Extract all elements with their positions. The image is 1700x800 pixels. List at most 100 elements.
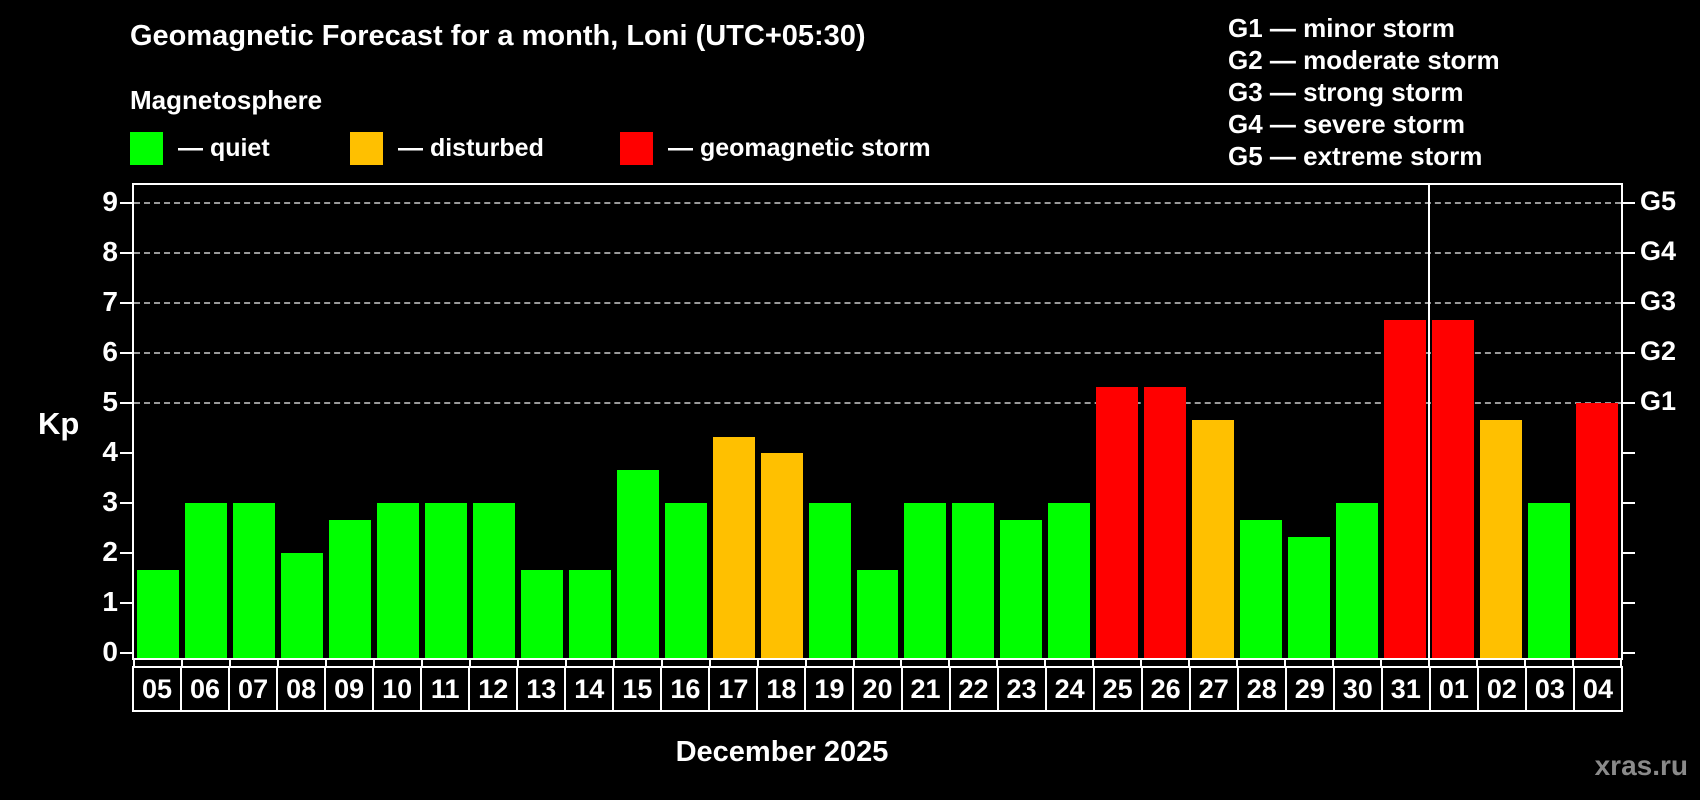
- left-tick-kp-7: [120, 302, 132, 304]
- right-tick-kp-1: [1623, 602, 1635, 604]
- bottom-tick-20: [1092, 660, 1095, 668]
- legend-item-quiet: — quiet: [130, 132, 270, 165]
- bottom-tick-26: [1380, 660, 1383, 668]
- date-label-26: 26: [1140, 666, 1191, 712]
- x-axis-title: December 2025: [675, 736, 889, 768]
- bottom-tick-23: [1236, 660, 1239, 668]
- right-tick-kp-9: [1623, 202, 1635, 204]
- legend-label-disturbed: — disturbed: [398, 134, 544, 162]
- date-label-03: 03: [1524, 666, 1575, 712]
- bar-19: [808, 503, 851, 658]
- right-tick-kp-5: [1623, 402, 1635, 404]
- storm-scale-line-3: G3 — strong storm: [1228, 77, 1464, 107]
- right-tick-kp-3: [1623, 502, 1635, 504]
- right-tick-kp-6: [1623, 352, 1635, 354]
- bottom-tick-18: [996, 660, 999, 668]
- bar-04: [1576, 403, 1618, 658]
- bottom-tick-17: [948, 660, 951, 668]
- date-label-16: 16: [660, 666, 711, 712]
- date-label-01: 01: [1428, 666, 1479, 712]
- left-tick-kp-1: [120, 602, 132, 604]
- watermark: xras.ru: [1594, 750, 1688, 781]
- bar-06: [184, 503, 227, 658]
- date-label-21: 21: [900, 666, 951, 712]
- left-tick-kp-4: [120, 452, 132, 454]
- bottom-tick-13: [756, 660, 759, 668]
- bottom-tick-24: [1284, 660, 1287, 668]
- y-axis-label-8: 8: [102, 236, 118, 267]
- gridline-kp-7: [134, 302, 1621, 304]
- y-axis-label-3: 3: [102, 486, 118, 517]
- bottom-tick-4: [324, 660, 327, 668]
- left-tick-kp-9: [120, 202, 132, 204]
- date-label-10: 10: [372, 666, 423, 712]
- right-axis-label-G2: G2: [1640, 336, 1677, 366]
- storm-scale-line-5: G5 — extreme storm: [1228, 141, 1483, 171]
- date-label-12: 12: [468, 666, 519, 712]
- bottom-tick-1: [180, 660, 183, 668]
- bar-17: [712, 436, 755, 658]
- left-tick-kp-5: [120, 402, 132, 404]
- bar-15: [616, 469, 659, 658]
- storm-color-swatch: [620, 132, 653, 165]
- legend-item-disturbed: — disturbed: [350, 132, 544, 165]
- y-axis-label-0: 0: [102, 636, 118, 667]
- bottom-tick-3: [276, 660, 279, 668]
- right-tick-kp-8: [1623, 252, 1635, 254]
- bar-16: [664, 503, 707, 658]
- right-axis-label-G4: G4: [1640, 236, 1677, 266]
- date-label-05: 05: [132, 666, 183, 712]
- legend-item-storm: — geomagnetic storm: [620, 132, 931, 165]
- bottom-tick-30: [1572, 660, 1575, 668]
- bottom-tick-9: [564, 660, 567, 668]
- date-label-25: 25: [1092, 666, 1143, 712]
- left-tick-kp-3: [120, 502, 132, 504]
- date-label-24: 24: [1044, 666, 1095, 712]
- bar-08: [280, 553, 323, 658]
- date-label-07: 07: [228, 666, 279, 712]
- bar-28: [1240, 519, 1283, 658]
- y-axis-label-5: 5: [102, 386, 118, 417]
- month-separator-line: [1428, 185, 1431, 658]
- bottom-tick-16: [900, 660, 903, 668]
- date-label-11: 11: [420, 666, 471, 712]
- date-label-28: 28: [1236, 666, 1287, 712]
- date-label-20: 20: [852, 666, 903, 712]
- bar-14: [568, 569, 611, 658]
- date-label-27: 27: [1188, 666, 1239, 712]
- gridline-kp-5: [134, 402, 1621, 404]
- left-tick-kp-0: [120, 652, 132, 654]
- bottom-tick-28: [1476, 660, 1479, 668]
- y-axis-label-6: 6: [102, 336, 118, 367]
- bottom-tick-25: [1332, 660, 1335, 668]
- y-axis-title: Kp: [38, 406, 80, 441]
- storm-scale-line-2: G2 — moderate storm: [1228, 45, 1500, 75]
- bar-10: [376, 503, 419, 658]
- left-tick-kp-8: [120, 252, 132, 254]
- bar-20: [856, 569, 899, 658]
- y-axis-label-2: 2: [102, 536, 118, 567]
- legend-label-storm: — geomagnetic storm: [668, 134, 931, 162]
- x-axis-date-labels: 05 06 07 08 09 10 11 12 13 14 15 16 17 18 19 20 21 22 23 24…: [132, 666, 1623, 712]
- date-label-29: 29: [1284, 666, 1335, 712]
- bar-31: [1384, 319, 1427, 658]
- storm-scale-line-1: G1 — minor storm: [1228, 13, 1455, 43]
- left-tick-kp-2: [120, 552, 132, 554]
- date-label-15: 15: [612, 666, 663, 712]
- chart-subtitle: Magnetosphere: [130, 85, 323, 115]
- right-axis-label-G3: G3: [1640, 286, 1677, 316]
- bottom-tick-7: [468, 660, 471, 668]
- plot-area: [120, 183, 1635, 668]
- bottom-tick-21: [1140, 660, 1143, 668]
- gridline-kp-9: [134, 202, 1621, 204]
- y-axis-label-7: 7: [102, 286, 118, 317]
- bottom-tick-14: [804, 660, 807, 668]
- y-axis-label-9: 9: [102, 186, 118, 217]
- date-label-09: 09: [324, 666, 375, 712]
- bar-27: [1192, 419, 1235, 658]
- bar-12: [472, 503, 515, 658]
- date-label-22: 22: [948, 666, 999, 712]
- bar-05: [137, 569, 179, 658]
- bar-09: [328, 519, 371, 658]
